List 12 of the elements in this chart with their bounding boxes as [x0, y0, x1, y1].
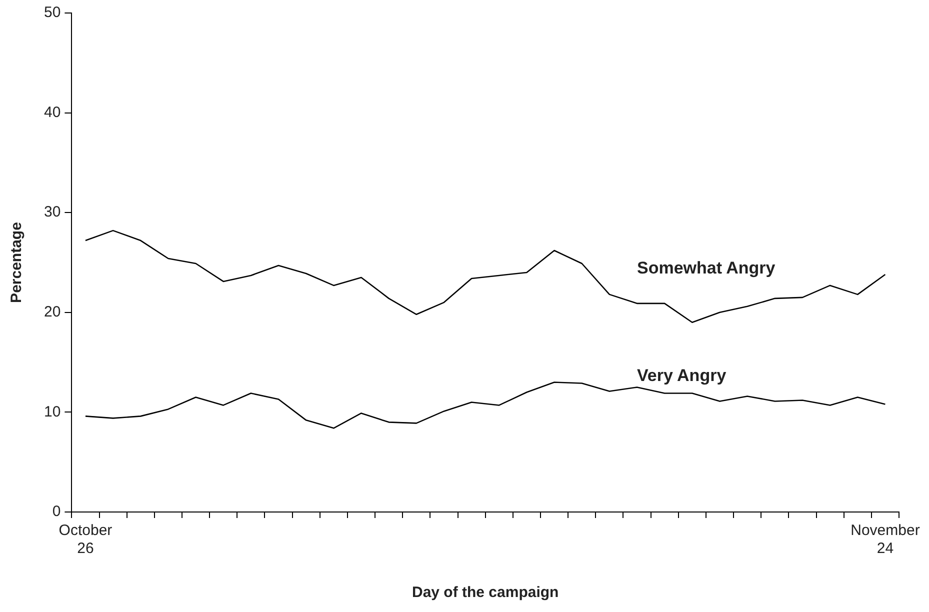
y-tick-label: 20: [44, 304, 61, 321]
x-tick-label: October 26: [58, 522, 112, 558]
y-tick-label: 10: [44, 403, 61, 420]
x-axis-title: Day of the campaign: [412, 584, 559, 602]
series-label: Very Angry: [637, 366, 727, 386]
y-tick-label: 40: [44, 104, 61, 121]
x-tick-label: November 24: [850, 522, 920, 558]
y-axis-title: Percentage: [8, 222, 26, 303]
y-tick-label: 50: [44, 4, 61, 22]
y-tick-label: 30: [44, 204, 61, 221]
series-label: Somewhat Angry: [637, 258, 776, 278]
y-tick-label: 0: [52, 503, 61, 520]
